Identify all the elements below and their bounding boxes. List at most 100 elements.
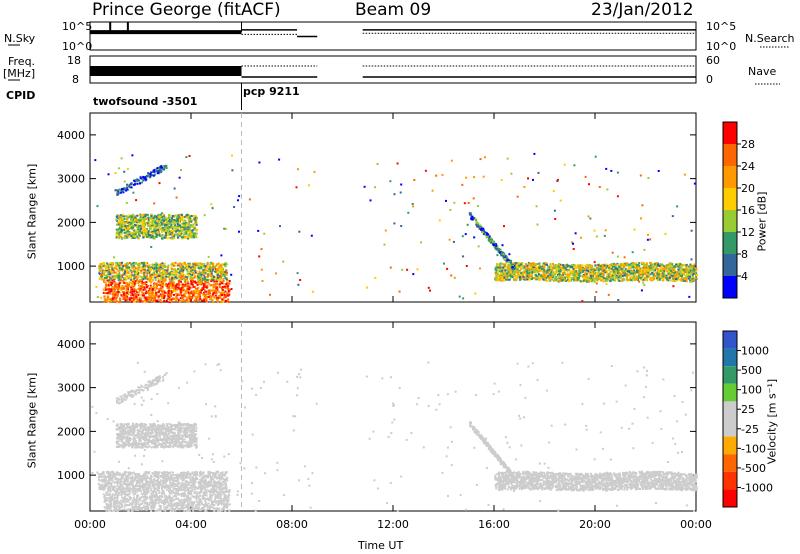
data-point	[108, 268, 110, 271]
data-point	[660, 276, 663, 279]
data-point	[114, 271, 117, 274]
data-point	[154, 262, 157, 265]
data-point	[123, 180, 126, 183]
data-point	[383, 243, 386, 246]
data-point	[215, 287, 218, 290]
data-point	[160, 216, 163, 219]
data-point	[127, 221, 130, 224]
data-point	[168, 273, 171, 276]
data-point	[449, 208, 452, 211]
data-point	[576, 270, 579, 273]
data-point	[133, 266, 136, 269]
data-point	[108, 265, 111, 268]
data-point	[138, 264, 141, 267]
data-point	[136, 275, 139, 278]
data-point	[169, 233, 172, 236]
data-point	[600, 279, 603, 282]
data-point	[510, 271, 512, 274]
data-point	[202, 265, 205, 268]
data-point	[506, 267, 509, 270]
data-point	[617, 272, 619, 274]
data-point	[207, 289, 210, 292]
data-point	[113, 271, 116, 274]
data-point	[130, 284, 133, 287]
data-point	[136, 300, 139, 303]
data-point	[194, 219, 197, 222]
data-point	[556, 267, 558, 270]
data-point	[651, 268, 653, 271]
data-point	[545, 262, 548, 265]
data-point	[182, 284, 185, 287]
data-point	[182, 298, 185, 301]
data-point	[263, 232, 266, 235]
data-point	[178, 271, 181, 274]
data-point	[160, 212, 163, 215]
data-point	[121, 269, 124, 272]
data-point	[221, 292, 224, 295]
data-point	[171, 286, 174, 289]
data-point	[147, 217, 150, 219]
data-point	[107, 300, 110, 303]
data-point	[538, 275, 541, 278]
data-point	[563, 271, 566, 274]
data-point	[126, 283, 129, 286]
data-point	[203, 299, 205, 302]
data-point	[649, 277, 652, 280]
data-point	[634, 278, 637, 281]
data-point	[258, 255, 261, 258]
data-point	[579, 271, 582, 274]
data-point	[121, 213, 124, 216]
data-point	[482, 227, 485, 230]
data-point	[170, 271, 173, 273]
data-point	[500, 179, 503, 182]
data-point	[224, 277, 227, 280]
data-point	[313, 170, 316, 173]
data-point	[679, 274, 682, 277]
data-point	[617, 264, 620, 267]
data-point	[200, 266, 203, 269]
data-point	[151, 222, 154, 224]
data-point	[649, 273, 652, 276]
data-point	[134, 292, 136, 295]
data-point	[501, 251, 504, 254]
data-point	[519, 275, 522, 278]
data-point	[486, 232, 488, 235]
data-point	[139, 218, 142, 220]
data-point	[146, 262, 149, 265]
data-point	[160, 283, 163, 286]
data-point	[215, 275, 217, 278]
data-point	[573, 272, 576, 275]
data-point	[691, 267, 694, 270]
data-point	[122, 225, 125, 228]
data-point	[184, 264, 187, 267]
data-point	[487, 236, 490, 239]
data-point	[483, 233, 486, 235]
data-point	[473, 236, 476, 239]
data-point	[678, 278, 680, 281]
data-point	[672, 274, 675, 277]
data-point	[629, 266, 632, 269]
data-point	[609, 280, 612, 283]
data-point	[602, 271, 605, 274]
data-point	[223, 296, 226, 298]
data-point	[396, 162, 399, 165]
data-point	[257, 229, 260, 232]
data-point	[673, 272, 675, 274]
data-point	[194, 267, 197, 270]
data-point	[535, 271, 538, 274]
data-point	[185, 289, 188, 292]
data-point	[640, 217, 642, 220]
data-point	[132, 269, 135, 272]
data-point	[633, 228, 636, 231]
data-point	[218, 278, 221, 281]
data-point	[587, 266, 590, 269]
data-point	[154, 291, 157, 294]
data-point	[562, 265, 565, 268]
data-point	[198, 281, 201, 284]
data-point	[126, 226, 129, 229]
data-point	[156, 268, 159, 271]
data-point	[137, 237, 140, 240]
data-point	[160, 295, 163, 298]
data-point	[111, 285, 114, 288]
data-point	[485, 235, 488, 238]
